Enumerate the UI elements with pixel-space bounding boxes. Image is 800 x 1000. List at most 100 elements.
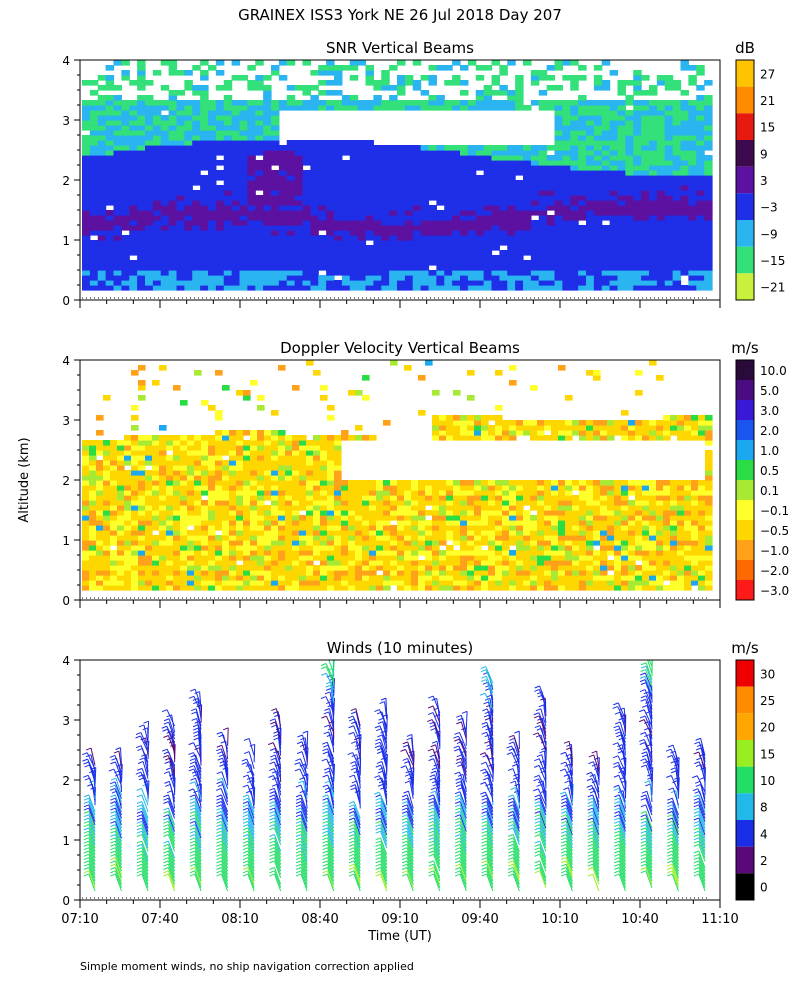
snr-cell bbox=[389, 105, 398, 111]
snr-cell bbox=[507, 195, 516, 201]
snr-cell bbox=[578, 225, 587, 231]
snr-cell bbox=[263, 120, 272, 126]
doppler-cell bbox=[362, 485, 370, 491]
snr-cell bbox=[507, 270, 516, 276]
doppler-cell bbox=[103, 505, 111, 511]
doppler-cell bbox=[138, 450, 146, 456]
snr-cell bbox=[656, 190, 666, 196]
snr-cell bbox=[586, 190, 595, 196]
snr-cell bbox=[271, 65, 280, 71]
snr-cell bbox=[672, 225, 682, 231]
snr-cell bbox=[562, 230, 571, 236]
snr-cell bbox=[89, 155, 99, 161]
doppler-cell bbox=[257, 530, 265, 536]
snr-cell bbox=[617, 210, 626, 216]
doppler-cell bbox=[334, 575, 342, 581]
doppler-cell bbox=[264, 555, 272, 561]
snr-cell bbox=[145, 270, 154, 276]
doppler-cell bbox=[131, 415, 139, 421]
snr-cell bbox=[239, 160, 248, 166]
snr-cell bbox=[286, 190, 296, 196]
doppler-cell bbox=[166, 500, 174, 506]
snr-cell bbox=[641, 240, 650, 246]
snr-cell bbox=[255, 115, 264, 121]
doppler-cell bbox=[96, 495, 104, 501]
snr-cell bbox=[452, 195, 461, 201]
snr-cell bbox=[176, 205, 185, 211]
snr-cell bbox=[263, 280, 272, 286]
snr-cell bbox=[428, 205, 437, 211]
snr-cell bbox=[286, 150, 296, 156]
snr-cell bbox=[586, 250, 595, 256]
doppler-cell bbox=[103, 540, 111, 546]
snr-cell bbox=[255, 160, 264, 166]
snr-cell bbox=[137, 135, 146, 141]
doppler-cell bbox=[306, 580, 314, 586]
snr-cell bbox=[530, 210, 540, 216]
snr-cell bbox=[696, 165, 705, 171]
doppler-cell bbox=[103, 545, 111, 551]
snr-cell bbox=[633, 240, 642, 246]
snr-cell bbox=[137, 110, 146, 116]
doppler-cell bbox=[103, 455, 111, 461]
doppler-cell bbox=[439, 430, 447, 436]
snr-cell bbox=[113, 160, 122, 166]
doppler-cell bbox=[89, 455, 97, 461]
doppler-cell bbox=[166, 485, 174, 491]
snr-cell bbox=[286, 95, 296, 101]
snr-cell bbox=[349, 195, 359, 201]
doppler-cell bbox=[271, 500, 279, 506]
snr-cell bbox=[113, 140, 122, 146]
doppler-cell bbox=[390, 580, 398, 586]
snr-cell bbox=[89, 145, 99, 151]
doppler-cell bbox=[467, 565, 475, 571]
snr-cell bbox=[538, 180, 548, 186]
doppler-cell bbox=[159, 585, 167, 591]
snr-cell bbox=[231, 215, 241, 221]
doppler-cell bbox=[495, 370, 503, 376]
snr-cell bbox=[341, 145, 351, 151]
snr-cell bbox=[294, 210, 304, 216]
doppler-cell bbox=[173, 530, 181, 536]
snr-cell bbox=[625, 170, 634, 176]
doppler-cell bbox=[208, 495, 216, 501]
snr-cell bbox=[168, 90, 178, 96]
snr-cell bbox=[578, 145, 587, 151]
doppler-cell bbox=[502, 425, 510, 431]
snr-cell bbox=[601, 150, 611, 156]
doppler-cell bbox=[467, 545, 475, 551]
doppler-cell bbox=[138, 555, 146, 561]
doppler-cell bbox=[117, 490, 125, 496]
snr-cell bbox=[680, 115, 689, 121]
doppler-cell bbox=[89, 510, 97, 516]
snr-cell bbox=[278, 190, 288, 196]
doppler-cell bbox=[334, 505, 342, 511]
snr-cell bbox=[625, 155, 634, 161]
snr-cell bbox=[145, 280, 154, 286]
doppler-cell bbox=[89, 565, 97, 571]
snr-cell bbox=[192, 225, 201, 231]
snr-cell bbox=[578, 135, 587, 141]
snr-cell bbox=[145, 205, 154, 211]
snr-cell bbox=[412, 170, 422, 176]
snr-cell bbox=[641, 135, 650, 141]
snr-cell bbox=[680, 155, 689, 161]
snr-cell bbox=[436, 155, 445, 161]
doppler-cell bbox=[173, 445, 181, 451]
snr-cell bbox=[152, 220, 162, 226]
doppler-cell bbox=[110, 450, 118, 456]
doppler-cell bbox=[103, 500, 111, 506]
snr-cell bbox=[649, 245, 658, 251]
snr-cell bbox=[247, 185, 256, 191]
doppler-cell bbox=[509, 485, 517, 491]
doppler-cell bbox=[439, 485, 447, 491]
snr-cell bbox=[137, 230, 146, 236]
doppler-cell bbox=[278, 365, 286, 371]
snr-cell bbox=[680, 60, 689, 66]
snr-cell bbox=[255, 165, 264, 171]
snr-cell bbox=[475, 150, 485, 156]
doppler-cell bbox=[201, 560, 209, 566]
snr-cell bbox=[601, 60, 611, 66]
snr-cell bbox=[460, 155, 469, 161]
doppler-cell bbox=[173, 540, 181, 546]
